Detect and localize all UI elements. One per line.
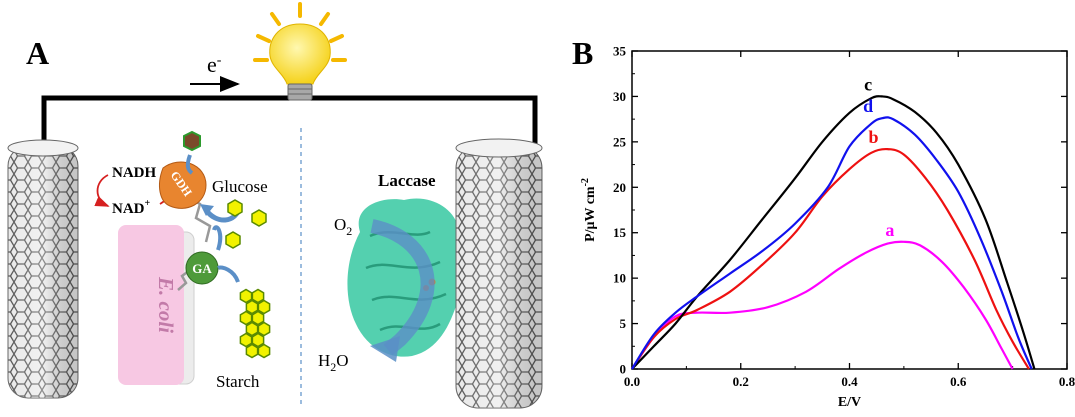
y-tick-label: 0 bbox=[620, 362, 627, 377]
ga-linker bbox=[177, 269, 191, 291]
o2-label: O2 bbox=[334, 215, 352, 238]
ga-output-arrow bbox=[212, 225, 223, 251]
oxygen-reduction-arrowhead bbox=[370, 336, 400, 362]
x-tick-label: 0.8 bbox=[1059, 374, 1075, 389]
oxygen-reduction-arrow bbox=[370, 219, 435, 356]
nadh-label: NADH bbox=[112, 165, 156, 181]
product-arrow bbox=[185, 154, 194, 175]
starch-unit-icon bbox=[239, 310, 253, 326]
starch-unit-icon bbox=[239, 288, 253, 304]
y-tick-label: 35 bbox=[613, 44, 627, 59]
light-bulb-icon bbox=[253, 2, 347, 101]
series-label-b: b bbox=[869, 127, 879, 147]
starch-polymer bbox=[239, 288, 271, 359]
series-line-d bbox=[631, 116, 1033, 370]
x-tick-label: 0.6 bbox=[950, 374, 967, 389]
starch-unit-icon bbox=[245, 321, 259, 337]
ga-label: GA bbox=[192, 261, 212, 276]
gdh-enzyme: GDH bbox=[159, 161, 207, 209]
glucose-molecules bbox=[225, 199, 267, 249]
panel-a-letter: A bbox=[26, 35, 49, 71]
starch-unit-icon bbox=[257, 343, 271, 359]
carbon-nanotube-cathode bbox=[455, 138, 543, 409]
h2o-label: H2O bbox=[318, 351, 349, 374]
x-tick-label: 0.4 bbox=[841, 374, 858, 389]
y-tick-label: 20 bbox=[613, 180, 626, 195]
power-density-chart: 0.0 0.2 0.4 0.6 0.8 0 5 10 15 20 25 30 35 E/V P/μW cm-… bbox=[580, 44, 1075, 411]
x-axis-label: E/V bbox=[838, 395, 861, 410]
series-label-d: d bbox=[863, 96, 873, 116]
x-tick-label: 0.0 bbox=[624, 374, 640, 389]
y-tick-label: 10 bbox=[613, 271, 626, 286]
series-label-c: c bbox=[864, 74, 872, 94]
starch-unit-icon bbox=[245, 299, 259, 315]
y-axis-label: P/μW cm-2 bbox=[580, 178, 598, 242]
y-tick-label: 30 bbox=[613, 89, 626, 104]
panel-b-letter: B bbox=[572, 35, 593, 71]
starch-unit-icon bbox=[239, 332, 253, 348]
starch-unit-icon bbox=[257, 299, 271, 315]
ecoli-label: E. coli bbox=[154, 276, 178, 333]
starch-to-ga-arrow bbox=[217, 265, 240, 283]
nad-label: NAD+ bbox=[112, 198, 151, 217]
nadh-oxidation-arrow bbox=[94, 174, 110, 207]
series-label-a: a bbox=[885, 220, 894, 240]
panel-b: B 0.0 0.2 0.4 0.6 0.8 0 5 10 15 20 25 30 35 E/V P/μW c… bbox=[572, 35, 1075, 410]
starch-unit-icon bbox=[251, 288, 265, 304]
y-tick-label: 25 bbox=[613, 134, 627, 149]
gluconolactone-icon bbox=[183, 130, 201, 152]
glucose-arrowhead bbox=[200, 204, 214, 216]
series-line-c bbox=[631, 95, 1036, 370]
ecoli-cell: E. coli bbox=[118, 225, 195, 385]
x-tick-label: 0.2 bbox=[733, 374, 749, 389]
carbon-nanotube-anode bbox=[7, 139, 79, 399]
starch-unit-icon bbox=[251, 310, 265, 326]
y-tick-label: 5 bbox=[620, 316, 627, 331]
starch-unit-icon bbox=[257, 321, 271, 337]
starch-label: Starch bbox=[216, 372, 260, 391]
panel-a: A e- N bbox=[7, 2, 543, 409]
glucose-label: Glucose bbox=[212, 177, 268, 196]
ga-enzyme: GA bbox=[185, 251, 219, 285]
circuit-wire bbox=[41, 95, 538, 148]
electron-label: e- bbox=[207, 52, 222, 77]
starch-unit-icon bbox=[251, 332, 265, 348]
series-line-b bbox=[631, 147, 1030, 370]
y-tick-label: 15 bbox=[613, 225, 627, 240]
starch-unit-icon bbox=[245, 343, 259, 359]
laccase-label: Laccase bbox=[378, 171, 436, 190]
